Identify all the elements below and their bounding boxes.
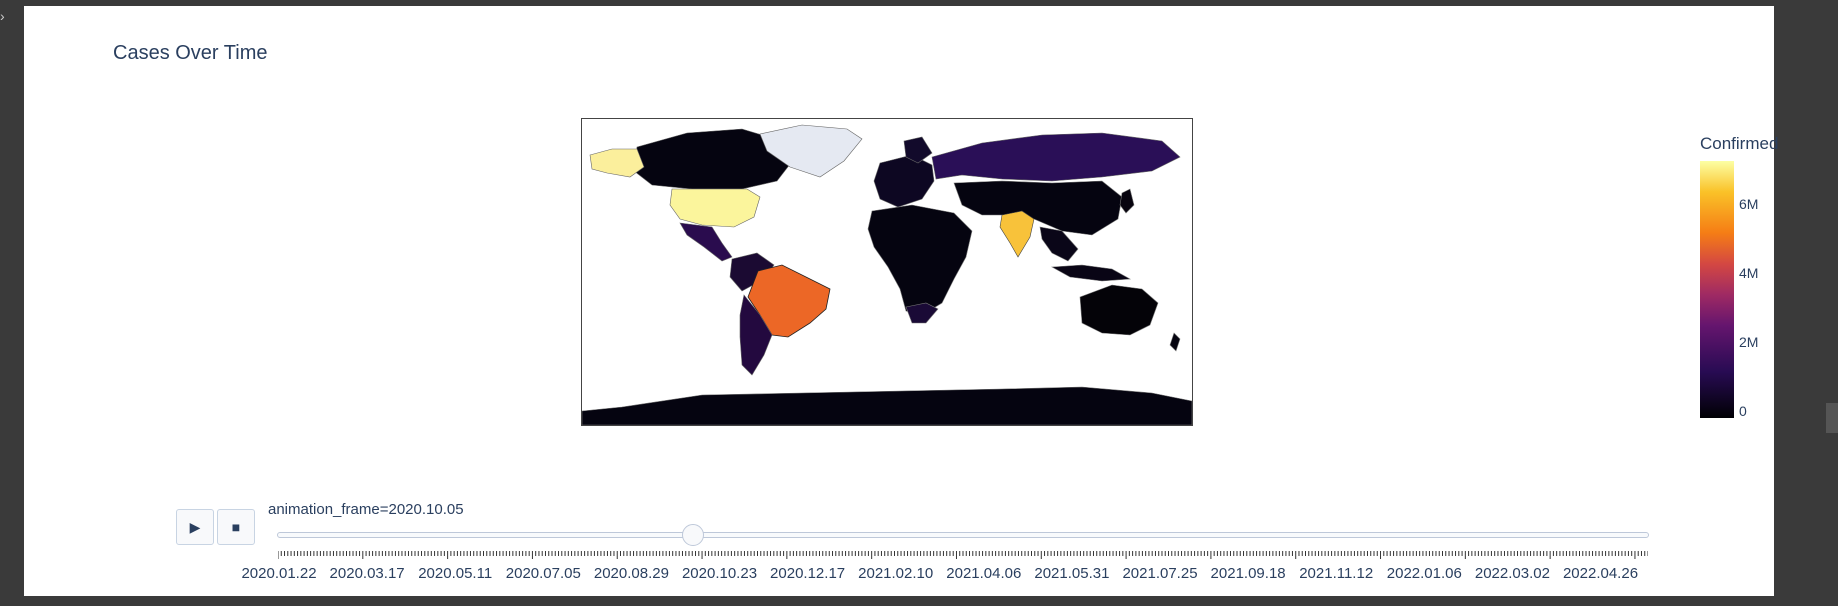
slider-tick-label[interactable]: 2020.07.05 — [505, 565, 581, 582]
slider-tick-label[interactable]: 2021.05.31 — [1034, 565, 1110, 582]
stop-icon: ■ — [231, 519, 241, 535]
slider-tick-label[interactable]: 2021.07.25 — [1122, 565, 1198, 582]
slider-tick-label[interactable]: 2021.04.06 — [946, 565, 1022, 582]
region-indonesia[interactable] — [1050, 264, 1132, 282]
slider-tick-label[interactable]: 2022.03.02 — [1474, 565, 1550, 582]
stop-button[interactable]: ■ — [217, 509, 255, 545]
colorbar-tick: 6M — [1739, 196, 1759, 212]
animation-slider-rail[interactable] — [277, 532, 1649, 538]
region-united-states[interactable] — [669, 188, 761, 228]
slider-tick-label[interactable]: 2020.05.11 — [418, 565, 493, 582]
colorbar-tick: 2M — [1739, 334, 1759, 350]
colorbar-tick: 0 — [1739, 403, 1747, 419]
region-scandinavia[interactable] — [903, 136, 933, 164]
region-brazil[interactable] — [747, 264, 831, 338]
colorbar-tick: 4M — [1739, 265, 1759, 281]
region-japan[interactable] — [1119, 188, 1135, 214]
window-corner-icon: › — [0, 8, 5, 24]
choropleth-map[interactable] — [581, 118, 1193, 426]
slider-tick-label[interactable]: 2021.11.12 — [1299, 565, 1374, 582]
slider-tick-label[interactable]: 2020.10.23 — [681, 565, 758, 582]
slider-tick-label[interactable]: 2022.04.26 — [1562, 565, 1639, 582]
play-icon: ▶ — [189, 518, 201, 535]
slider-tick-label[interactable]: 2020.08.29 — [593, 565, 669, 582]
plot-container: Cases Over Time — [24, 6, 1778, 596]
region-mexico[interactable] — [679, 222, 733, 262]
region-india[interactable] — [999, 210, 1035, 258]
animation-frame-label: animation_frame=2020.10.05 — [268, 501, 464, 518]
region-canada[interactable] — [633, 128, 795, 190]
slider-tick-label[interactable]: 2022.01.06 — [1386, 565, 1462, 582]
animation-slider-handle[interactable] — [681, 524, 704, 546]
slider-tick-label[interactable]: 2020.03.17 — [329, 565, 405, 582]
region-alaska[interactable] — [589, 148, 645, 178]
region-south-africa[interactable] — [905, 302, 939, 324]
play-button[interactable]: ▶ — [176, 509, 214, 545]
region-southeast-asia[interactable] — [1039, 226, 1079, 262]
region-asia[interactable] — [953, 180, 1123, 236]
chart-title: Cases Over Time — [113, 42, 268, 64]
slider-tick-label[interactable]: 2020.12.17 — [770, 565, 846, 582]
slider-tick-label[interactable]: 2021.02.10 — [858, 565, 934, 582]
region-south-america-south[interactable] — [739, 294, 773, 376]
slider-tick-marks — [278, 551, 1648, 559]
slider-tick-label[interactable]: 2021.09.18 — [1210, 565, 1286, 582]
map-svg — [582, 119, 1192, 425]
region-antarctica[interactable] — [582, 386, 1192, 425]
colorbar-title: Confirmed — [1700, 134, 1779, 153]
region-australia[interactable] — [1079, 284, 1159, 336]
slider-tick-label[interactable]: 2020.01.22 — [241, 565, 317, 582]
region-greenland[interactable] — [759, 124, 863, 178]
page-scrollbar[interactable] — [1826, 403, 1838, 433]
colorbar — [1700, 161, 1734, 418]
region-russia[interactable] — [931, 132, 1181, 182]
region-new-zealand[interactable] — [1169, 332, 1181, 352]
